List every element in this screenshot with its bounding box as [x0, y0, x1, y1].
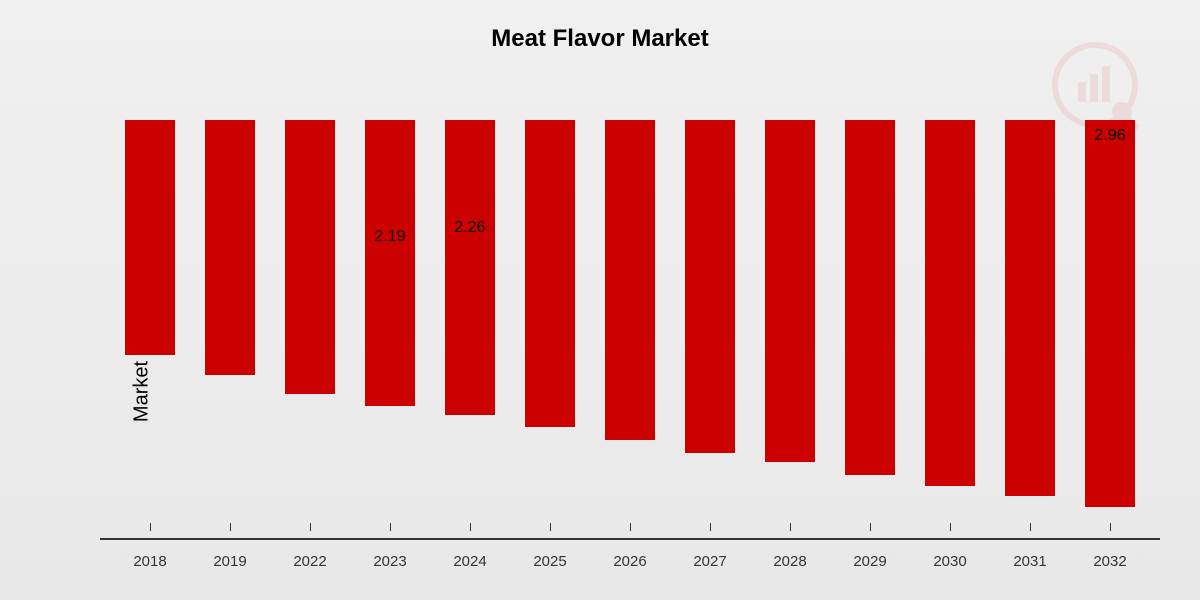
- bar: [765, 120, 815, 462]
- bar-group: 2.96: [1070, 120, 1150, 538]
- x-tick-label: 2022: [270, 553, 350, 570]
- bar: [285, 120, 335, 394]
- x-axis: 2018201920222023202420252026202720282029…: [100, 553, 1160, 570]
- bar-value-label: 2.96: [1094, 127, 1125, 145]
- x-tick-label: 2029: [830, 553, 910, 570]
- chart-plot-area: 2.19 2.26 2.96: [100, 120, 1160, 540]
- bar: [605, 120, 655, 440]
- x-tick-label: 2026: [590, 553, 670, 570]
- x-tick-label: 2028: [750, 553, 830, 570]
- bar: [125, 120, 175, 355]
- x-tick-label: 2032: [1070, 553, 1150, 570]
- bar-group: [990, 120, 1070, 538]
- bar: [445, 120, 495, 415]
- x-tick-label: 2018: [110, 553, 190, 570]
- x-tick-label: 2023: [350, 553, 430, 570]
- bar-group: [110, 120, 190, 538]
- bar: [845, 120, 895, 475]
- bar: [205, 120, 255, 375]
- x-tick-label: 2025: [510, 553, 590, 570]
- bar-group: [590, 120, 670, 538]
- bar: [925, 120, 975, 486]
- x-tick-label: 2019: [190, 553, 270, 570]
- bar-group: 2.26: [430, 120, 510, 538]
- bar-group: [190, 120, 270, 538]
- x-tick-label: 2031: [990, 553, 1070, 570]
- bar-group: [270, 120, 350, 538]
- bar-value-label: 2.19: [374, 228, 405, 246]
- bar-value-label: 2.26: [454, 219, 485, 237]
- bar-group: [830, 120, 910, 538]
- bar-group: [670, 120, 750, 538]
- bar-group: [750, 120, 830, 538]
- x-tick-label: 2030: [910, 553, 990, 570]
- bar: [685, 120, 735, 453]
- bar: [1085, 120, 1135, 507]
- x-tick-label: 2027: [670, 553, 750, 570]
- bar-group: [510, 120, 590, 538]
- bar: [365, 120, 415, 406]
- bar: [1005, 120, 1055, 496]
- bar: [525, 120, 575, 427]
- x-tick-label: 2024: [430, 553, 510, 570]
- bar-group: [910, 120, 990, 538]
- chart-title: Meat Flavor Market: [491, 25, 708, 53]
- bar-group: 2.19: [350, 120, 430, 538]
